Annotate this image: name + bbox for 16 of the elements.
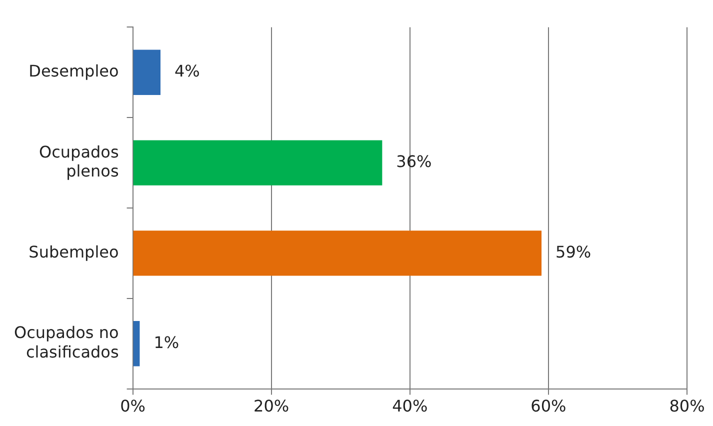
y-tick-label: Desempleo (28, 62, 119, 81)
x-tick-label: 20% (254, 396, 290, 416)
x-tick-label: 80% (669, 396, 705, 416)
bar (133, 230, 542, 276)
data-label: 59% (556, 242, 592, 262)
x-tick-label: 40% (392, 396, 428, 416)
x-tick-label: 0% (120, 396, 146, 416)
x-tick-label: 60% (530, 396, 566, 416)
y-tick-label: Ocupados no clasificados (14, 323, 119, 362)
data-label: 4% (174, 62, 200, 81)
bar (133, 321, 140, 366)
data-label: 1% (154, 332, 180, 352)
y-tick-label: Subempleo (28, 242, 119, 262)
y-tick-label: Ocupados plenos (39, 142, 119, 181)
bar (133, 50, 160, 95)
bar (133, 140, 382, 186)
